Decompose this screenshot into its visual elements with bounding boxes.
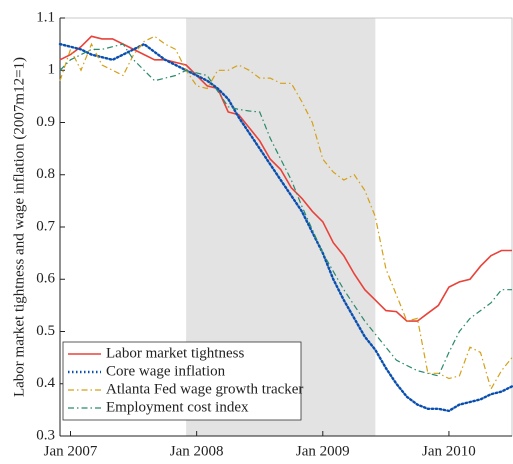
series-line — [59, 35, 512, 322]
x-tick-label: Jan 2009 — [296, 443, 350, 459]
series-line — [59, 43, 512, 377]
y-axis-label: Labor market tightness and wage inflatio… — [11, 57, 27, 397]
y-tick-label: 0.5 — [36, 323, 55, 339]
y-tick-label: 1 — [48, 62, 56, 78]
y-tick-label: 0.6 — [36, 271, 55, 287]
legend-label: Employment cost index — [106, 399, 249, 415]
y-tick-label: 0.7 — [36, 218, 55, 234]
legend-label: Labor market tightness — [106, 345, 244, 361]
x-tick-label: Jan 2008 — [170, 443, 224, 459]
x-tick-label: Jan 2010 — [422, 443, 476, 459]
y-tick-label: 0.8 — [36, 166, 55, 182]
series-line — [58, 42, 513, 413]
x-tick-label: Jan 2007 — [44, 443, 98, 459]
legend-label: Core wage inflation — [106, 363, 226, 379]
legend-label: Atlanta Fed wage growth tracker — [106, 381, 303, 397]
legend: Labor market tightness Core wage inflatio… — [62, 341, 303, 421]
y-tick-label: 0.4 — [36, 375, 55, 391]
legend-box — [62, 341, 302, 421]
y-tick-label: 0.3 — [36, 427, 55, 443]
series-line — [59, 35, 513, 391]
y-tick-label: 1.1 — [36, 9, 55, 25]
y-tick-label: 0.9 — [36, 114, 55, 130]
